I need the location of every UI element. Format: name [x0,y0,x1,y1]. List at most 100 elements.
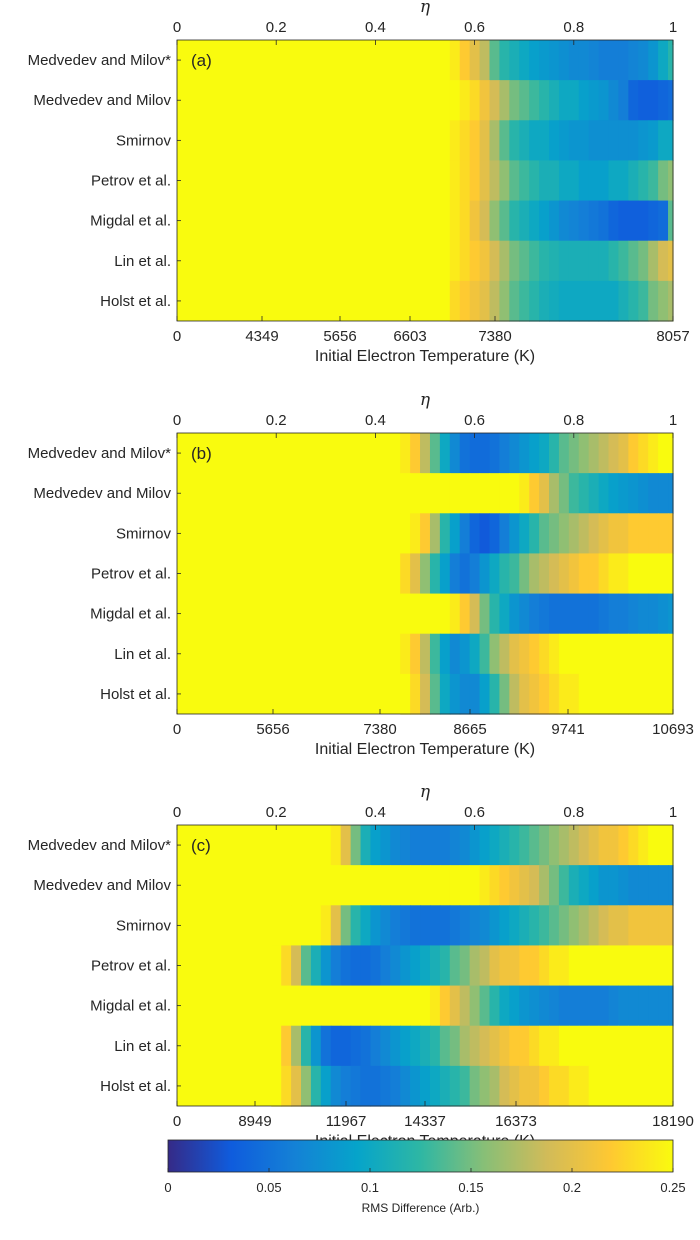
heatmap-cell [598,985,610,1027]
heatmap-cell [499,865,510,906]
heatmap-cell [598,80,610,121]
heatmap-cell [459,240,471,282]
heatmap-cell [459,280,471,322]
heatmap-cell [648,280,659,322]
heatmap-cell [509,40,520,81]
heatmap-cell [539,945,550,987]
heatmap-cell [608,553,620,595]
heatmap-cell [598,673,610,715]
heatmap-cell [400,433,411,474]
heatmap-cell [648,513,659,555]
heatmap-cell [568,553,580,595]
heatmap-cell [380,985,391,1027]
heatmap-cell [658,865,669,906]
heatmap-cell [598,825,610,866]
heatmap-cell [459,593,471,635]
heatmap-cell [410,673,421,715]
heatmap-cell [529,985,540,1027]
heatmap-cell [519,1025,530,1067]
heatmap-cell [648,120,659,162]
heatmap-cell [370,945,381,987]
heatmap-cell [628,513,639,555]
heatmap-cell [509,593,520,635]
heatmap-cell [668,200,674,242]
heatmap-cell [499,280,510,322]
top-tick-label: 0.4 [365,19,386,36]
heatmap-cell [420,1065,431,1107]
heatmap-cell [568,473,580,514]
heatmap-cell [370,865,381,906]
heatmap-cell [658,1065,669,1107]
heatmap-cell [340,1025,352,1067]
heatmap-cell [578,280,590,322]
heatmap-cell [568,865,580,906]
heatmap-cell [568,513,580,555]
heatmap-cell [519,200,530,242]
heatmap-cell [489,945,500,987]
row-label: Smirnov [116,917,172,934]
top-tick-label: 0 [173,19,181,36]
heatmap-cell [658,553,669,595]
heatmap-cell [588,1065,600,1107]
heatmap-cell [658,80,669,121]
heatmap-cell [588,240,600,282]
heatmap-cell [638,200,649,242]
heatmap-cell [449,985,461,1027]
heatmap-cell [529,673,540,715]
heatmap-cell [469,473,481,514]
heatmap-cell [668,825,674,866]
heatmap-cell [509,280,520,322]
heatmap-cell [668,473,674,514]
heatmap-cell [320,905,332,947]
heatmap-cell [350,945,362,987]
heatmap-cell [628,160,639,202]
heatmap-cell [549,985,560,1027]
heatmap-cell [608,1025,620,1067]
heatmap-cell [588,433,600,474]
heatmap-cell [578,673,590,715]
heatmap-cell [469,905,481,947]
heatmap-cell [519,865,530,906]
heatmap-cell [529,825,540,866]
heatmap-cell [469,1025,481,1067]
heatmap-cell [618,865,629,906]
heatmap-cell [489,985,500,1027]
heatmap-cell [658,160,669,202]
heatmap-cell [608,80,620,121]
heatmap-cell [390,905,401,947]
panel-label: (b) [191,444,212,463]
heatmap-cell [598,160,610,202]
heatmap-cell [340,985,352,1027]
heatmap-cell [638,80,649,121]
heatmap-cell [271,945,282,987]
heatmap-cell [638,945,649,987]
heatmap-cell [539,825,550,866]
heatmap-cell [598,473,610,514]
heatmap-cell [340,865,352,906]
heatmap-cell [489,553,500,595]
heatmap-cell [489,280,500,322]
row-label: Petrov et al. [91,566,171,583]
heatmap-cell [539,433,550,474]
heatmap-cell [301,1065,312,1107]
heatmap-cell [281,1025,292,1067]
top-tick-label: 0.2 [266,19,287,36]
heatmap-cell [499,120,510,162]
heatmap-cell [519,673,530,715]
heatmap-cell [489,120,500,162]
heatmap-cell [618,633,629,675]
bottom-tick-label: 0 [173,328,181,345]
heatmap-cell [281,985,292,1027]
heatmap-cell [469,433,481,474]
heatmap-cell [558,673,570,715]
heatmap-cell [360,1065,372,1107]
heatmap-cell [301,945,312,987]
heatmap-cell [271,825,282,866]
heatmap-cell [578,865,590,906]
heatmap-cell [469,120,481,162]
heatmap-cell [568,1025,580,1067]
heatmap-cell [320,985,332,1027]
heatmap-cell [658,1025,669,1067]
heatmap-cell [618,80,629,121]
